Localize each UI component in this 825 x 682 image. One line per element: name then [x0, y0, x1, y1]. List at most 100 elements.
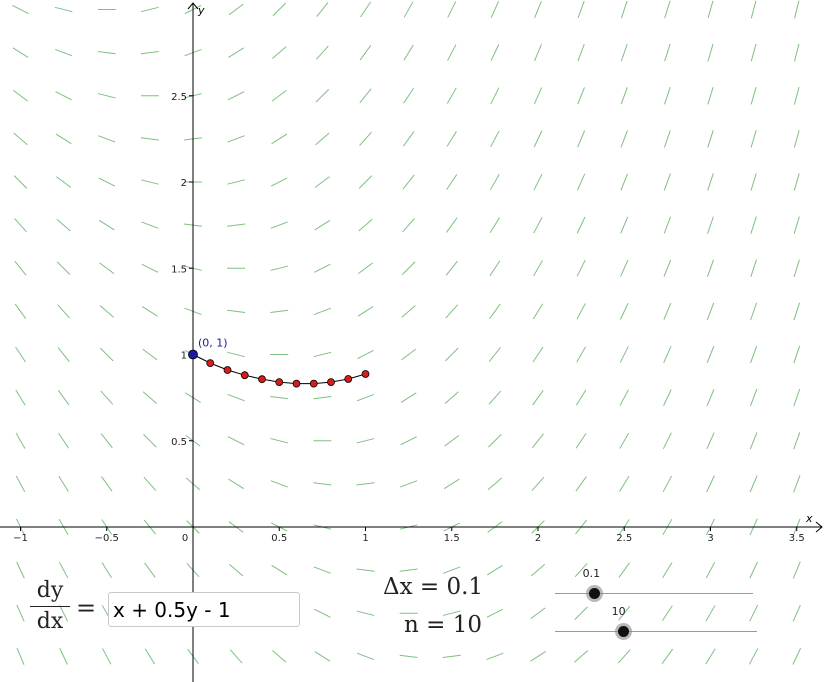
slope-segment: [313, 307, 331, 316]
slope-segment: [227, 135, 245, 143]
slope-segment: [403, 87, 415, 104]
slope-segment: [445, 347, 459, 362]
derivative-denominator: dx: [36, 609, 64, 634]
slope-segment: [707, 43, 714, 62]
slope-segment: [577, 130, 586, 148]
slope-segment: [357, 350, 374, 359]
slope-segment: [486, 608, 504, 618]
slope-segment: [227, 91, 245, 101]
slope-segment: [533, 87, 543, 105]
slope-segment: [272, 650, 287, 663]
n-slider-track[interactable]: [555, 631, 757, 632]
slope-segment: [400, 480, 418, 488]
y-tick-label: 2.5: [171, 92, 187, 103]
slope-segment: [447, 44, 457, 61]
slope-segment: [793, 302, 800, 321]
slope-segment: [359, 45, 372, 61]
delta-x-slider-handle[interactable]: [589, 588, 601, 599]
n-slider-handle[interactable]: [618, 626, 630, 637]
slope-segment: [749, 604, 759, 622]
slope-segment: [56, 218, 71, 232]
slope-segment: [316, 45, 329, 60]
slope-segment: [356, 568, 375, 572]
slope-segment: [314, 263, 331, 273]
slope-segment: [490, 130, 500, 148]
slope-segment: [793, 432, 801, 450]
slope-segment: [141, 263, 159, 273]
slope-segment: [315, 89, 330, 103]
euler-point: [275, 378, 284, 387]
slope-segment: [530, 651, 546, 662]
euler-point: [292, 379, 301, 388]
slope-segment: [707, 173, 714, 191]
slope-segment: [489, 217, 501, 234]
slope-segment: [141, 6, 159, 13]
slope-segment: [442, 654, 461, 658]
slope-segment: [490, 87, 500, 105]
euler-point: [258, 375, 266, 384]
x-tick-label: 1.5: [444, 533, 460, 544]
slope-segment: [577, 87, 585, 105]
slope-segment: [314, 176, 330, 188]
slope-segment: [272, 46, 287, 59]
slope-segment: [577, 44, 585, 62]
slope-segment: [488, 434, 502, 448]
slope-segment: [400, 392, 417, 403]
slope-segment: [56, 176, 72, 188]
slope-segment: [443, 566, 461, 574]
slope-segment: [100, 347, 114, 362]
slope-segment: [661, 648, 674, 664]
slope-segment: [792, 604, 801, 622]
slope-segment: [271, 564, 288, 576]
slope-segment: [532, 303, 544, 320]
slope-segment: [141, 221, 159, 229]
slope-segment: [313, 482, 332, 486]
slope-segment: [270, 438, 289, 444]
delta-x-slider-track[interactable]: [555, 593, 753, 594]
slope-segment: [617, 649, 631, 664]
slope-segment: [99, 262, 115, 275]
slope-segment: [663, 302, 672, 320]
slope-segment: [142, 348, 158, 361]
slope-segment: [358, 175, 373, 189]
slope-segment: [15, 432, 26, 449]
slope-segment: [446, 174, 458, 190]
slope-segment: [750, 173, 757, 191]
slope-segment: [619, 389, 629, 406]
slope-segment: [54, 6, 73, 13]
slope-segment: [57, 304, 70, 319]
slope-segment: [575, 389, 587, 406]
slope-segment: [748, 648, 759, 665]
slope-segment: [401, 261, 416, 275]
slope-segment: [618, 562, 630, 578]
initial-point[interactable]: [188, 349, 198, 360]
slope-segment: [707, 0, 714, 19]
slope-segment: [533, 216, 543, 234]
slope-segment: [663, 389, 672, 406]
slope-segment: [59, 604, 69, 622]
slope-segment: [705, 605, 716, 622]
slope-segment: [15, 346, 26, 363]
derivative-numerator: dy: [30, 578, 70, 607]
slope-segment: [15, 389, 26, 406]
slope-segment: [356, 393, 375, 402]
slope-segment: [101, 562, 112, 579]
slope-segment: [445, 304, 459, 319]
slope-segment: [357, 306, 374, 317]
function-input[interactable]: [108, 592, 300, 627]
slope-segment: [447, 1, 457, 18]
slope-segment: [486, 652, 504, 661]
y-tick-label: 0.5: [171, 437, 187, 448]
euler-point: [309, 379, 318, 388]
slope-segment: [576, 303, 586, 320]
slope-segment: [359, 88, 372, 104]
slope-segment: [57, 347, 70, 362]
y-tick-label: 1.5: [171, 264, 187, 275]
slope-segment: [530, 607, 546, 620]
slope-segment: [446, 217, 458, 233]
slope-segment: [793, 345, 801, 364]
slope-segment: [749, 561, 758, 579]
slope-segment: [490, 44, 500, 61]
